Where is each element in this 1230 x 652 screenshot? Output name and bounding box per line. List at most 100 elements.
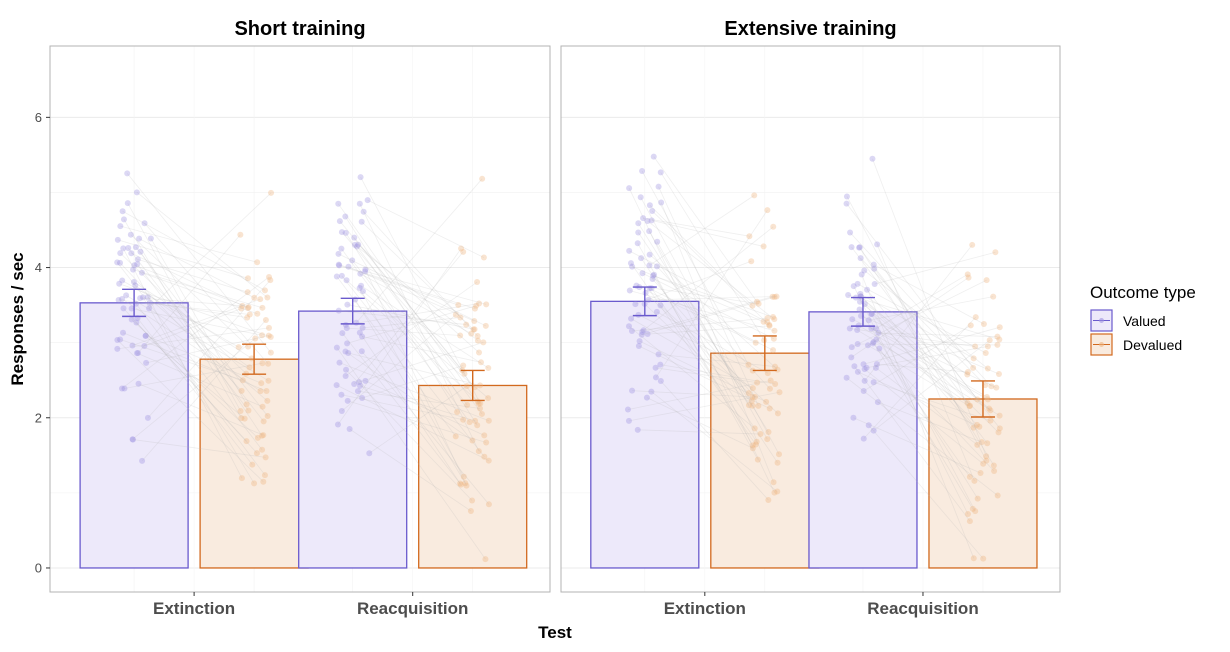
point-devalued xyxy=(746,233,753,240)
point-devalued xyxy=(259,360,266,367)
subject-line xyxy=(338,253,487,327)
point-devalued xyxy=(474,332,481,339)
subject-line xyxy=(120,225,258,263)
subject-line xyxy=(846,203,974,369)
point-devalued xyxy=(770,335,777,342)
point-valued xyxy=(336,262,343,269)
subject-line xyxy=(853,285,969,515)
subject-line xyxy=(651,391,778,492)
subject-line xyxy=(119,283,271,338)
point-devalued xyxy=(967,322,974,329)
point-valued xyxy=(863,364,870,371)
subject-line xyxy=(860,296,990,409)
point-devalued xyxy=(772,380,779,387)
subject-line xyxy=(348,266,475,322)
point-valued xyxy=(626,185,633,192)
legend-key-devalued-point xyxy=(1099,342,1104,347)
point-valued xyxy=(118,385,125,392)
subject-line xyxy=(365,270,487,305)
subject-line xyxy=(353,237,465,374)
subject-line xyxy=(122,248,243,479)
point-devalued xyxy=(244,314,251,321)
point-valued xyxy=(870,427,877,434)
subject-line xyxy=(339,362,489,422)
subject-line xyxy=(873,268,978,400)
point-devalued xyxy=(239,377,246,384)
point-devalued xyxy=(260,432,267,439)
point-valued xyxy=(359,324,366,331)
point-valued xyxy=(354,388,361,395)
point-valued xyxy=(646,251,653,258)
subject-line xyxy=(640,197,780,455)
point-devalued xyxy=(771,489,778,496)
subject-line xyxy=(641,170,749,365)
subject-line xyxy=(118,299,250,315)
point-valued xyxy=(345,349,352,356)
subject-line xyxy=(649,287,774,351)
subject-line xyxy=(131,308,263,336)
point-valued xyxy=(845,292,852,299)
point-valued xyxy=(120,305,127,312)
point-devalued xyxy=(996,336,1003,343)
point-valued xyxy=(854,280,861,287)
subject-line xyxy=(345,281,478,377)
point-valued xyxy=(359,288,366,295)
point-devalued xyxy=(966,403,973,410)
subject-line xyxy=(126,173,272,353)
subject-line xyxy=(336,384,489,461)
subject-line xyxy=(864,244,973,382)
point-valued xyxy=(655,351,662,358)
point-devalued xyxy=(485,364,492,371)
point-devalued xyxy=(463,383,470,390)
point-devalued xyxy=(476,300,483,307)
subject-line xyxy=(658,186,759,406)
point-devalued xyxy=(972,314,979,321)
point-devalued xyxy=(748,397,755,404)
point-valued xyxy=(115,296,122,303)
point-valued xyxy=(114,337,121,344)
point-valued xyxy=(856,244,863,251)
subject-line xyxy=(134,264,249,308)
point-valued xyxy=(335,261,342,268)
point-valued xyxy=(346,426,353,433)
point-devalued xyxy=(966,473,973,480)
subject-line xyxy=(341,314,457,412)
subject-line xyxy=(336,276,457,437)
point-valued xyxy=(635,220,642,227)
subject-line xyxy=(344,216,478,426)
point-valued xyxy=(854,341,861,348)
point-devalued xyxy=(745,402,752,409)
subject-line xyxy=(857,343,998,346)
subject-line xyxy=(868,296,994,321)
point-valued xyxy=(640,215,647,222)
subject-line xyxy=(341,248,470,423)
point-devalued xyxy=(765,496,772,503)
point-devalued xyxy=(483,301,490,308)
point-devalued xyxy=(764,319,771,326)
point-devalued xyxy=(252,335,259,342)
subject-line xyxy=(637,223,769,433)
point-devalued xyxy=(774,488,781,495)
subject-line xyxy=(639,286,756,344)
subject-line xyxy=(648,230,750,406)
subject-line xyxy=(144,308,242,347)
point-valued xyxy=(868,311,875,318)
point-valued xyxy=(335,307,342,314)
point-devalued xyxy=(464,401,471,408)
point-devalued xyxy=(261,472,268,479)
point-devalued xyxy=(267,277,274,284)
subject-line xyxy=(133,281,252,359)
point-devalued xyxy=(745,361,752,368)
point-valued xyxy=(851,363,858,370)
subject-line xyxy=(362,290,489,399)
point-devalued xyxy=(454,408,461,415)
point-valued xyxy=(349,257,356,264)
point-valued xyxy=(640,327,647,334)
point-devalued xyxy=(241,415,248,422)
point-devalued xyxy=(971,477,978,484)
point-valued xyxy=(116,280,123,287)
subject-line xyxy=(649,195,755,266)
point-devalued xyxy=(248,355,255,362)
subject-line xyxy=(365,380,485,436)
subject-line xyxy=(349,428,472,512)
